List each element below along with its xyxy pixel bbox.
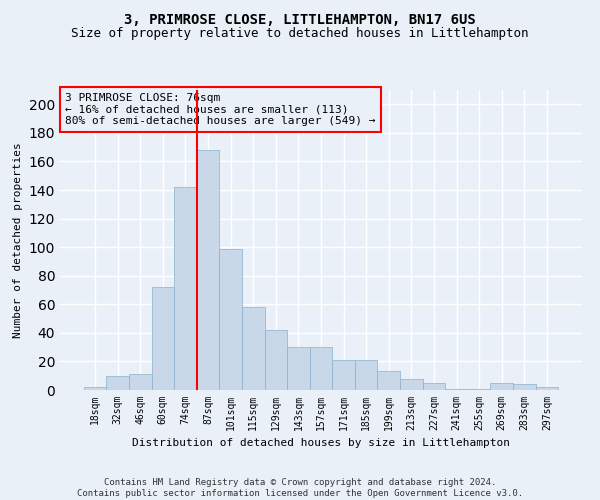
Bar	[445, 388, 468, 390]
Bar	[242, 307, 265, 390]
Text: Contains HM Land Registry data © Crown copyright and database right 2024.
Contai: Contains HM Land Registry data © Crown c…	[77, 478, 523, 498]
Bar	[174, 187, 197, 390]
Bar	[129, 374, 152, 390]
Text: 3 PRIMROSE CLOSE: 76sqm
← 16% of detached houses are smaller (113)
80% of semi-d: 3 PRIMROSE CLOSE: 76sqm ← 16% of detache…	[65, 93, 376, 126]
Bar	[287, 347, 310, 390]
Text: 3, PRIMROSE CLOSE, LITTLEHAMPTON, BN17 6US: 3, PRIMROSE CLOSE, LITTLEHAMPTON, BN17 6…	[124, 12, 476, 26]
Bar	[400, 378, 422, 390]
Bar	[84, 387, 106, 390]
Bar	[490, 383, 513, 390]
Bar	[468, 388, 490, 390]
Bar	[152, 287, 174, 390]
Bar	[377, 372, 400, 390]
Bar	[332, 360, 355, 390]
Text: Size of property relative to detached houses in Littlehampton: Size of property relative to detached ho…	[71, 28, 529, 40]
Bar	[513, 384, 536, 390]
Bar	[265, 330, 287, 390]
Bar	[197, 150, 220, 390]
Bar	[106, 376, 129, 390]
X-axis label: Distribution of detached houses by size in Littlehampton: Distribution of detached houses by size …	[132, 438, 510, 448]
Bar	[422, 383, 445, 390]
Bar	[536, 387, 558, 390]
Bar	[220, 248, 242, 390]
Bar	[355, 360, 377, 390]
Bar	[310, 347, 332, 390]
Y-axis label: Number of detached properties: Number of detached properties	[13, 142, 23, 338]
